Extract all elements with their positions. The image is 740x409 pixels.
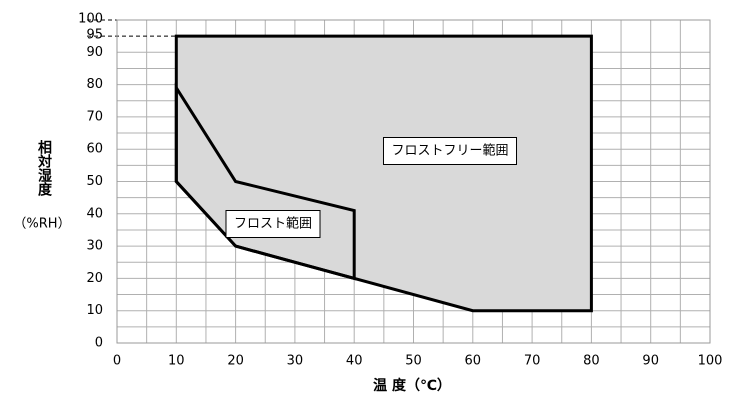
y-tick-label: 40 xyxy=(86,206,103,221)
polygons xyxy=(174,34,593,313)
x-tick-label: 40 xyxy=(346,354,363,369)
y-axis-label: 相対湿度 xyxy=(36,139,53,197)
y-tick-label: 80 xyxy=(86,77,103,92)
region-label: フロスト範囲 xyxy=(234,217,312,232)
y-tick-label: 90 xyxy=(86,45,103,60)
x-tick-label: 70 xyxy=(524,354,541,369)
x-tick-label: 50 xyxy=(405,354,422,369)
x-tick-label: 10 xyxy=(168,354,185,369)
x-tick-label: 100 xyxy=(698,354,723,369)
y-tick-label: 0 xyxy=(95,336,103,351)
x-tick-label: 0 xyxy=(113,354,121,369)
y-tick-label: 70 xyxy=(86,109,103,124)
x-tick-label: 60 xyxy=(465,354,482,369)
x-axis-label: 温 度（℃） xyxy=(373,377,451,394)
y-tick-label: 95 xyxy=(86,28,103,43)
region xyxy=(174,82,356,281)
region xyxy=(174,34,593,313)
y-axis-unit: （%RH） xyxy=(13,217,70,232)
y-tick-label: 30 xyxy=(86,239,103,254)
x-tick-label: 80 xyxy=(583,354,600,369)
region-label-box xyxy=(382,137,518,165)
y-tick-label: 50 xyxy=(86,174,103,189)
y-tick-label: 100 xyxy=(78,12,103,27)
x-tick-label: 30 xyxy=(287,354,304,369)
plot-frame xyxy=(116,19,711,344)
y-tick-label: 20 xyxy=(86,271,103,286)
y-tick-label: 10 xyxy=(86,303,103,318)
region-label-box xyxy=(225,210,321,238)
region-label: フロストフリー範囲 xyxy=(391,144,508,159)
x-tick-label: 90 xyxy=(642,354,659,369)
x-tick-label: 20 xyxy=(227,354,244,369)
y-tick-label: 60 xyxy=(86,142,103,157)
